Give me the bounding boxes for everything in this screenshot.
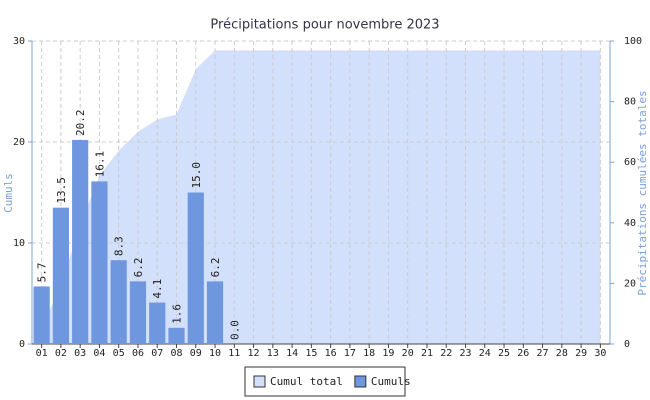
data-label: 16.1 xyxy=(93,151,106,178)
y-axis-title: Cumuls xyxy=(2,173,15,213)
x-tick-label: 27 xyxy=(537,348,549,359)
data-label: 0.0 xyxy=(228,320,241,340)
legend-swatch xyxy=(253,375,266,388)
x-tick-label: 04 xyxy=(93,348,105,359)
x-tick-label: 30 xyxy=(594,348,606,359)
legend-label: Cumuls xyxy=(371,375,411,388)
bar xyxy=(91,181,108,344)
y2-tick-label: 100 xyxy=(624,36,642,47)
data-label: 20.2 xyxy=(74,109,87,136)
x-tick-label: 11 xyxy=(228,348,240,359)
y2-tick-label: 80 xyxy=(624,97,636,108)
y2-tick-label: 20 xyxy=(624,278,636,289)
data-label: 4.1 xyxy=(151,279,164,299)
bar xyxy=(129,281,147,344)
x-tick-label: 14 xyxy=(286,348,298,359)
bar xyxy=(168,327,185,344)
chart-title: Précipitations pour novembre 2023 xyxy=(210,18,439,33)
x-tick-label: 01 xyxy=(36,348,48,359)
bar xyxy=(33,286,50,344)
x-tick-label: 07 xyxy=(151,348,163,359)
data-label: 6.2 xyxy=(132,258,145,278)
y2-tick-label: 60 xyxy=(624,157,636,168)
x-tick-label: 15 xyxy=(305,348,317,359)
x-tick-label: 06 xyxy=(132,348,144,359)
bar xyxy=(72,139,89,344)
legend-box xyxy=(244,366,406,397)
y2-tick-label: 0 xyxy=(624,339,630,350)
x-tick-label: 05 xyxy=(113,348,125,359)
x-tick-label: 16 xyxy=(325,348,337,359)
x-tick-label: 02 xyxy=(55,348,67,359)
x-tick-label: 21 xyxy=(421,348,433,359)
x-tick-label: 17 xyxy=(344,348,356,359)
x-tick-label: 23 xyxy=(459,348,471,359)
x-tick-label: 18 xyxy=(363,348,375,359)
y-tick-label: 30 xyxy=(13,36,25,47)
y-tick-label: 0 xyxy=(19,339,25,350)
y2-axis-title: Précipitations cumulées totales xyxy=(636,90,649,295)
legend-label: Cumul total xyxy=(270,375,343,388)
y-tick-label: 10 xyxy=(13,238,25,249)
bar xyxy=(149,302,166,344)
x-tick-label: 08 xyxy=(170,348,182,359)
x-tick-label: 09 xyxy=(190,348,202,359)
x-tick-label: 24 xyxy=(479,348,491,359)
x-tick-label: 03 xyxy=(74,348,86,359)
data-label: 6.2 xyxy=(209,258,222,278)
bar xyxy=(206,281,224,344)
data-label: 1.6 xyxy=(171,304,184,324)
x-tick-label: 12 xyxy=(248,348,260,359)
x-tick-label: 13 xyxy=(267,348,279,359)
bar xyxy=(52,207,69,344)
y-tick-label: 20 xyxy=(13,137,25,148)
x-tick-label: 25 xyxy=(498,348,510,359)
data-label: 13.5 xyxy=(55,177,68,204)
x-tick-label: 10 xyxy=(209,348,221,359)
bar xyxy=(110,260,127,344)
area xyxy=(41,50,601,344)
y2-tick-label: 40 xyxy=(624,218,636,229)
x-tick-label: 20 xyxy=(402,348,414,359)
bar xyxy=(187,192,204,344)
data-label: 8.3 xyxy=(113,236,126,256)
x-tick-label: 22 xyxy=(440,348,452,359)
x-tick-label: 28 xyxy=(556,348,568,359)
x-tick-label: 19 xyxy=(382,348,394,359)
data-label: 5.7 xyxy=(36,263,49,283)
x-tick-label: 29 xyxy=(575,348,587,359)
data-label: 15.0 xyxy=(190,162,203,189)
legend-swatch xyxy=(354,375,367,388)
x-tick-label: 26 xyxy=(517,348,529,359)
